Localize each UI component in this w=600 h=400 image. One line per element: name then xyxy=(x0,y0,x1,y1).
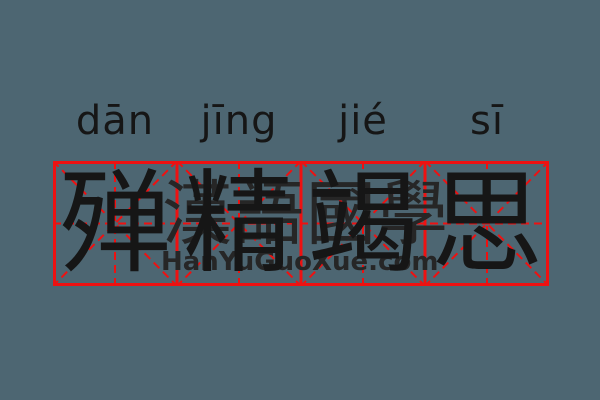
tianzige-grid-lines xyxy=(53,161,549,286)
watermark-cjk-text: 漢語國學 xyxy=(162,173,450,255)
idiom-character-3: 竭 xyxy=(307,158,419,289)
idiom-character-1: 殚 xyxy=(59,158,171,289)
idiom-character-2: 精 xyxy=(183,158,295,289)
pinyin-syllable-1: dān xyxy=(75,98,155,144)
watermark-site-text: HanYuGuoXue.com xyxy=(161,247,439,277)
pinyin-row: dān jīng jié sī xyxy=(53,92,549,150)
idiom-characters-row: 殚 精 竭 思 xyxy=(53,161,549,286)
tianzige-grid: 漢語國學 HanYuGuoXue.com 殚 精 竭 思 xyxy=(53,161,549,286)
pinyin-syllable-4: sī xyxy=(470,98,504,144)
pinyin-syllable-2: jīng xyxy=(200,98,278,144)
idiom-character-4: 思 xyxy=(431,158,543,289)
pinyin-syllable-3: jié xyxy=(338,98,388,144)
